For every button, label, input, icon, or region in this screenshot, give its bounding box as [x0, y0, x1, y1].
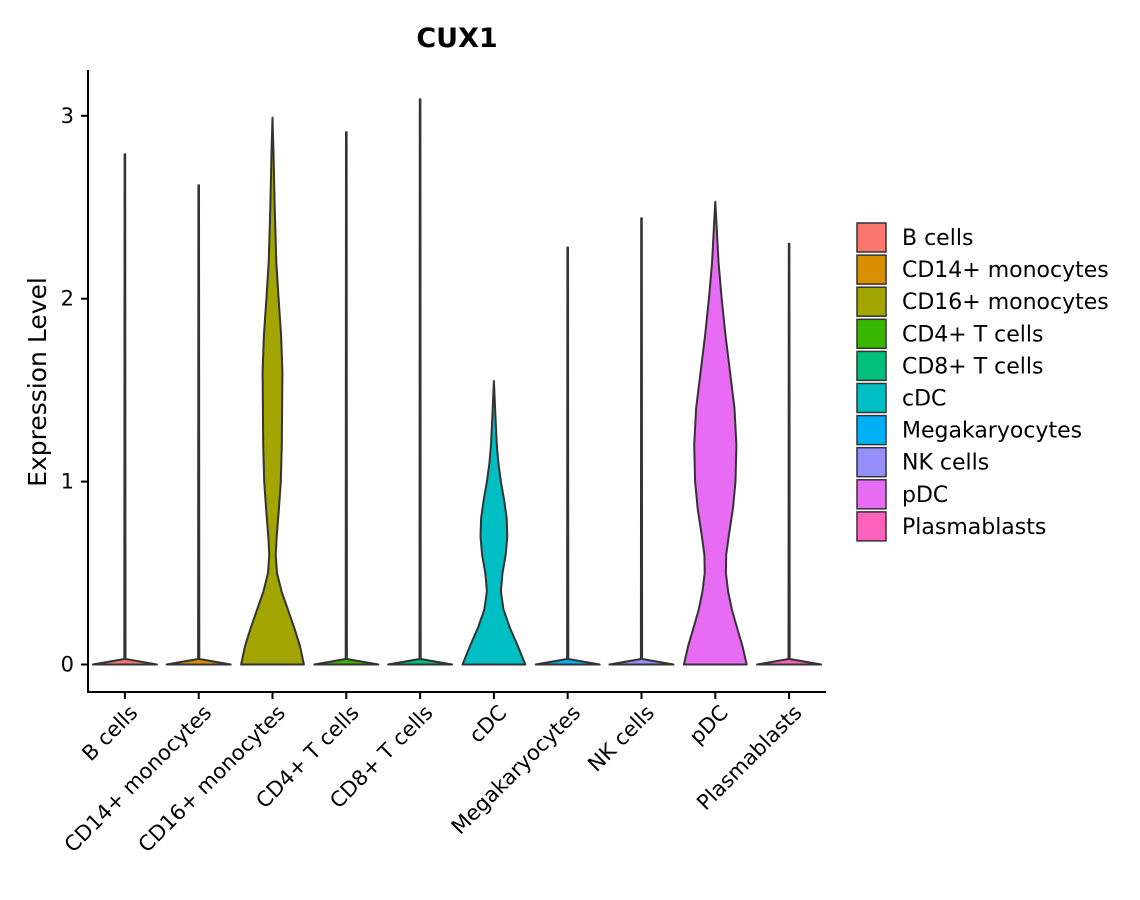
legend: B cells CD14+ monocytes CD16+ monocytes CD4… — [856, 222, 1109, 542]
x-tick-label: CD16+ monocytes — [134, 701, 291, 858]
violin-megakaryocytes — [534, 246, 601, 666]
legend-swatch — [856, 414, 887, 446]
violin-pdc — [682, 200, 748, 666]
violin-nk-cells — [608, 217, 675, 666]
violin-cd14-monocytes — [165, 184, 232, 666]
x-tick-label: NK cells — [583, 701, 659, 777]
violin-group — [91, 98, 823, 666]
legend-label: B cells — [902, 226, 973, 251]
violin-cdc — [461, 380, 527, 666]
violin-plasmablasts — [756, 242, 823, 666]
x-tick-label: cDC — [464, 701, 511, 748]
y-tick-label: 1 — [61, 470, 74, 494]
legend-label: CD14+ monocytes — [902, 258, 1109, 283]
legend-swatch — [856, 511, 887, 542]
y-axis-label: Expression Level — [23, 277, 52, 487]
x-tick-label: pDC — [685, 701, 733, 749]
x-tick-label: Megakaryocytes — [447, 701, 586, 840]
chart-title: CUX1 — [416, 23, 497, 54]
legend-swatch — [856, 318, 887, 350]
violin-cd16-monocytes — [240, 116, 305, 666]
y-axis: 0 1 2 3 — [61, 104, 88, 677]
y-tick-label: 2 — [61, 287, 74, 311]
x-tick-label: CD14+ monocytes — [60, 701, 217, 858]
legend-swatch — [856, 350, 887, 382]
legend-label: NK cells — [902, 451, 989, 476]
legend-swatch — [856, 382, 887, 414]
legend-label: cDC — [902, 387, 946, 412]
y-tick-label: 0 — [61, 653, 74, 677]
legend-label: Megakaryocytes — [902, 419, 1082, 444]
violin-b-cells — [91, 153, 158, 666]
legend-swatch — [856, 479, 887, 510]
violin-cd4-t-cells — [313, 131, 380, 666]
legend-label: CD4+ T cells — [902, 322, 1043, 347]
legend-label: CD8+ T cells — [902, 354, 1043, 379]
legend-swatch — [856, 446, 887, 478]
legend-swatch — [856, 286, 887, 317]
legend-label: CD16+ monocytes — [902, 290, 1109, 315]
legend-label: pDC — [902, 483, 948, 508]
x-tick-label: B cells — [77, 701, 142, 766]
violin-cd8-t-cells — [387, 98, 454, 666]
legend-swatch — [856, 222, 887, 253]
legend-label: Plasmablasts — [902, 515, 1046, 540]
legend-swatch — [856, 254, 887, 285]
y-tick-label: 3 — [61, 104, 74, 128]
